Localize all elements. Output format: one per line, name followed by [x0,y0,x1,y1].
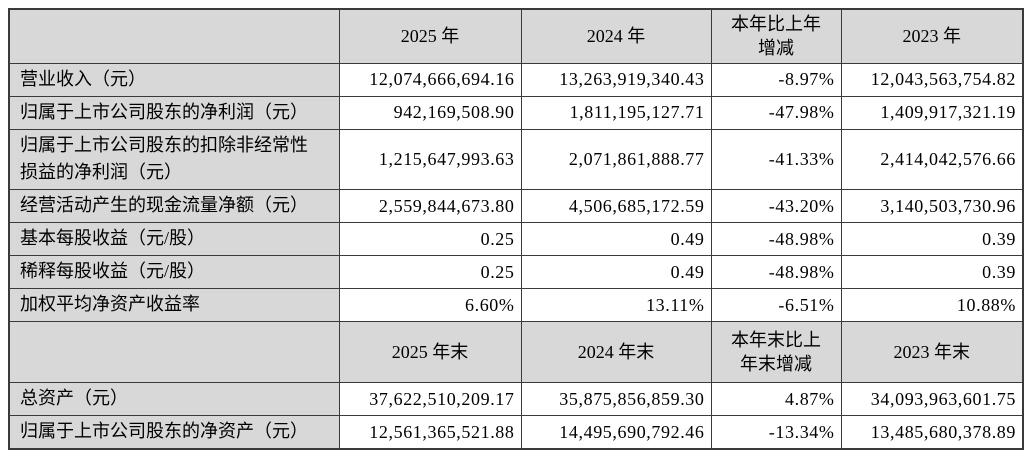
value-change: -43.20% [710,189,842,224]
value-2023: 0.39 [840,255,1024,290]
row-label: 归属于上市公司股东的净利润（元） [8,95,340,130]
value-change: -13.34% [710,415,842,450]
row-label: 总资产（元） [8,382,340,417]
value-2025: 1,215,647,993.63 [338,128,522,191]
value-2023: 34,093,963,601.75 [840,382,1024,417]
table-row-basic-eps: 基本每股收益（元/股） 0.25 0.49 -48.98% 0.39 [8,222,1024,257]
table-row-revenue: 营业收入（元） 12,074,666,694.16 13,263,919,340… [8,62,1024,97]
header-yoy-end-change: 本年末比上 年末增减 [710,321,842,384]
table-row-operating-cash-flow: 经营活动产生的现金流量净额（元） 2,559,844,673.80 4,506,… [8,189,1024,224]
header-2024: 2024 年 [520,8,712,64]
row-label: 归属于上市公司股东的净资产（元） [8,415,340,450]
header-2025-end: 2025 年末 [338,321,522,384]
value-2024: 0.49 [520,255,712,290]
header-yoy-change: 本年比上年 增减 [710,8,842,64]
table-row-net-profit-excl-nonrecurring: 归属于上市公司股东的扣除非经常性 损益的净利润（元） 1,215,647,993… [8,128,1024,191]
value-change: -48.98% [710,222,842,257]
row-label: 基本每股收益（元/股） [8,222,340,257]
value-2023: 12,043,563,754.82 [840,62,1024,97]
financial-summary-table: 2025 年 2024 年 本年比上年 增减 2023 年 营业收入（元） 12… [8,8,1024,451]
header-row-annual: 2025 年 2024 年 本年比上年 增减 2023 年 [8,8,1024,64]
value-2023: 1,409,917,321.19 [840,95,1024,130]
value-2023: 13,485,680,378.89 [840,415,1024,450]
row-label: 经营活动产生的现金流量净额（元） [8,189,340,224]
row-label: 稀释每股收益（元/股） [8,255,340,290]
value-change: -48.98% [710,255,842,290]
value-2024: 2,071,861,888.77 [520,128,712,191]
value-change: -47.98% [710,95,842,130]
table-row-net-assets: 归属于上市公司股东的净资产（元） 12,561,365,521.88 14,49… [8,415,1024,450]
table-row-total-assets: 总资产（元） 37,622,510,209.17 35,875,856,859.… [8,382,1024,417]
value-2025: 6.60% [338,288,522,323]
header-2025: 2025 年 [338,8,522,64]
header-2023: 2023 年 [840,8,1024,64]
value-2025: 37,622,510,209.17 [338,382,522,417]
value-change: 4.87% [710,382,842,417]
row-label: 加权平均净资产收益率 [8,288,340,323]
value-2023: 3,140,503,730.96 [840,189,1024,224]
value-2024: 0.49 [520,222,712,257]
value-2024: 13.11% [520,288,712,323]
header-blank-cell [8,8,340,64]
value-2025: 12,074,666,694.16 [338,62,522,97]
value-2025: 2,559,844,673.80 [338,189,522,224]
table-row-weighted-avg-roe: 加权平均净资产收益率 6.60% 13.11% -6.51% 10.88% [8,288,1024,323]
value-change: -41.33% [710,128,842,191]
value-2024: 14,495,690,792.46 [520,415,712,450]
table-row-net-profit: 归属于上市公司股东的净利润（元） 942,169,508.90 1,811,19… [8,95,1024,130]
value-2023: 0.39 [840,222,1024,257]
value-change: -6.51% [710,288,842,323]
header-blank-cell [8,321,340,384]
value-2023: 10.88% [840,288,1024,323]
value-2025: 12,561,365,521.88 [338,415,522,450]
header-2024-end: 2024 年末 [520,321,712,384]
table-row-diluted-eps: 稀释每股收益（元/股） 0.25 0.49 -48.98% 0.39 [8,255,1024,290]
row-label: 营业收入（元） [8,62,340,97]
value-2024: 35,875,856,859.30 [520,382,712,417]
value-2025: 0.25 [338,255,522,290]
value-2023: 2,414,042,576.66 [840,128,1024,191]
value-2025: 0.25 [338,222,522,257]
header-2023-end: 2023 年末 [840,321,1024,384]
header-row-year-end: 2025 年末 2024 年末 本年末比上 年末增减 2023 年末 [8,321,1024,384]
value-change: -8.97% [710,62,842,97]
value-2024: 13,263,919,340.43 [520,62,712,97]
value-2025: 942,169,508.90 [338,95,522,130]
value-2024: 4,506,685,172.59 [520,189,712,224]
value-2024: 1,811,195,127.71 [520,95,712,130]
row-label: 归属于上市公司股东的扣除非经常性 损益的净利润（元） [8,128,340,191]
